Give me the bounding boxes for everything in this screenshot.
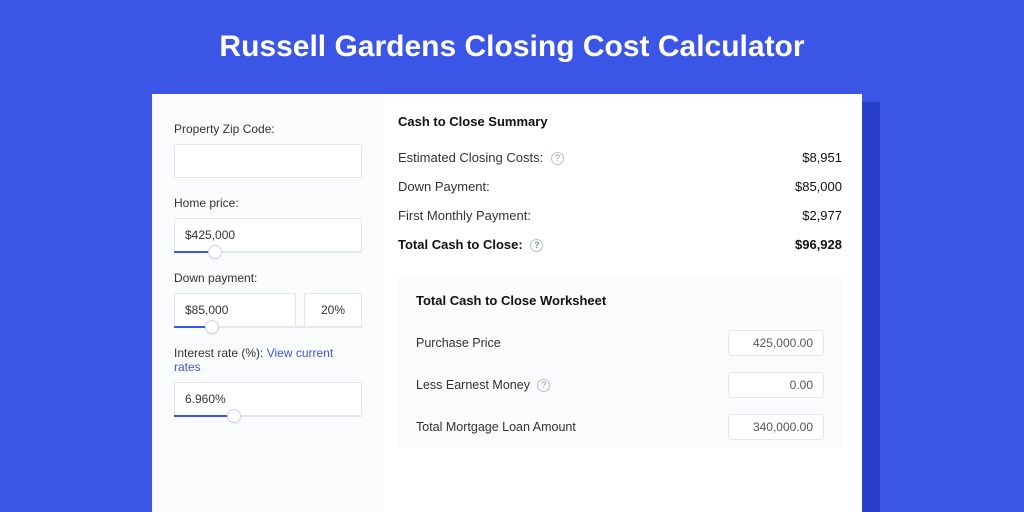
summary-total-label: Total Cash to Close: ? xyxy=(398,237,543,252)
label-text: Estimated Closing Costs: xyxy=(398,150,543,165)
worksheet-row-label: Total Mortgage Loan Amount xyxy=(416,420,576,434)
worksheet-row-value[interactable]: 0.00 xyxy=(728,372,824,398)
summary-total-value: $96,928 xyxy=(795,237,842,252)
interest-rate-slider[interactable] xyxy=(174,415,362,417)
down-payment-field: Down payment: xyxy=(174,271,362,328)
help-icon[interactable]: ? xyxy=(537,379,550,392)
summary-row: First Monthly Payment: $2,977 xyxy=(398,201,842,230)
worksheet-title: Total Cash to Close Worksheet xyxy=(416,293,824,308)
worksheet-row: Purchase Price 425,000.00 xyxy=(416,322,824,364)
summary-title: Cash to Close Summary xyxy=(398,114,842,129)
interest-rate-field: Interest rate (%): View current rates xyxy=(174,346,362,417)
summary-section: Cash to Close Summary Estimated Closing … xyxy=(398,114,842,259)
zip-input[interactable] xyxy=(174,144,362,178)
worksheet-section: Total Cash to Close Worksheet Purchase P… xyxy=(398,275,842,448)
home-price-field: Home price: xyxy=(174,196,362,253)
worksheet-row-value[interactable]: 340,000.00 xyxy=(728,414,824,440)
worksheet-row-value[interactable]: 425,000.00 xyxy=(728,330,824,356)
page-title: Russell Gardens Closing Cost Calculator xyxy=(0,0,1024,88)
help-icon[interactable]: ? xyxy=(551,152,564,165)
calculator-card: Property Zip Code: Home price: Down paym… xyxy=(152,94,862,512)
input-sidebar: Property Zip Code: Home price: Down paym… xyxy=(152,94,384,512)
slider-fill xyxy=(174,415,234,417)
summary-total-row: Total Cash to Close: ? $96,928 xyxy=(398,230,842,259)
interest-rate-label: Interest rate (%): View current rates xyxy=(174,346,362,374)
home-price-input[interactable] xyxy=(174,218,362,252)
slider-thumb[interactable] xyxy=(208,245,222,259)
summary-row-value: $8,951 xyxy=(802,150,842,165)
summary-row-value: $85,000 xyxy=(795,179,842,194)
slider-thumb[interactable] xyxy=(205,320,219,334)
help-icon[interactable]: ? xyxy=(530,239,543,252)
card-layout: Property Zip Code: Home price: Down paym… xyxy=(152,94,862,512)
interest-rate-label-text: Interest rate (%): xyxy=(174,346,263,360)
home-price-slider[interactable] xyxy=(174,251,362,253)
label-text: Total Cash to Close: xyxy=(398,237,523,252)
zip-field: Property Zip Code: xyxy=(174,122,362,178)
worksheet-row: Total Mortgage Loan Amount 340,000.00 xyxy=(416,406,824,448)
worksheet-row-label: Less Earnest Money ? xyxy=(416,378,550,392)
label-text: Less Earnest Money xyxy=(416,378,530,392)
worksheet-row-label: Purchase Price xyxy=(416,336,501,350)
summary-row-label: First Monthly Payment: xyxy=(398,208,531,223)
down-payment-label: Down payment: xyxy=(174,271,362,285)
down-payment-input[interactable] xyxy=(174,293,296,327)
home-price-label: Home price: xyxy=(174,196,362,210)
zip-label: Property Zip Code: xyxy=(174,122,362,136)
summary-row: Estimated Closing Costs: ? $8,951 xyxy=(398,143,842,172)
summary-row-label: Down Payment: xyxy=(398,179,490,194)
summary-row: Down Payment: $85,000 xyxy=(398,172,842,201)
down-payment-slider[interactable] xyxy=(174,326,362,328)
down-payment-pct-input[interactable] xyxy=(304,293,362,327)
summary-row-value: $2,977 xyxy=(802,208,842,223)
results-main: Cash to Close Summary Estimated Closing … xyxy=(384,94,862,512)
interest-rate-input[interactable] xyxy=(174,382,362,416)
worksheet-row: Less Earnest Money ? 0.00 xyxy=(416,364,824,406)
slider-thumb[interactable] xyxy=(227,409,241,423)
summary-row-label: Estimated Closing Costs: ? xyxy=(398,150,564,165)
